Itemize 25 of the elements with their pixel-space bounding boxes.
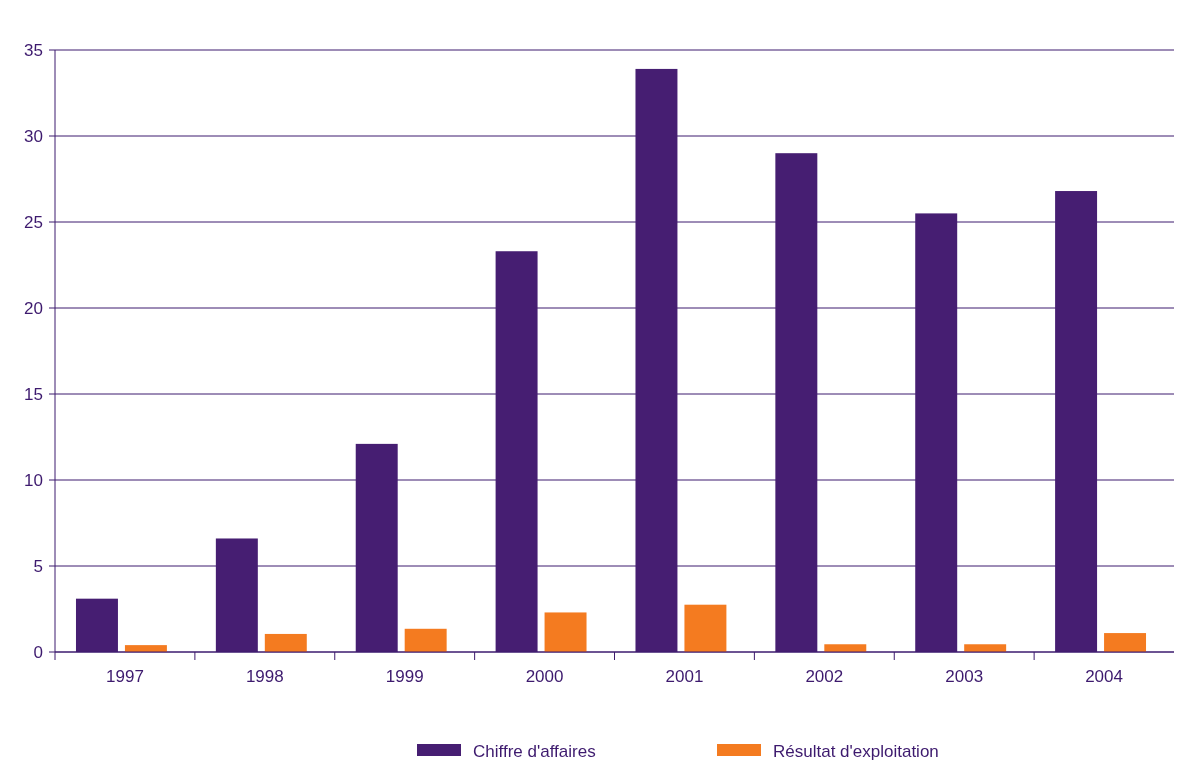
- bar: [684, 604, 727, 652]
- y-tick-label: 15: [24, 384, 43, 404]
- x-tick-label: 1998: [245, 667, 284, 686]
- y-tick-label: 10: [24, 470, 43, 490]
- y-tick-label: 35: [24, 40, 43, 60]
- bar: [824, 644, 867, 652]
- legend-label: Résultat d'exploitation: [773, 742, 939, 762]
- y-tick-label: 30: [24, 126, 43, 146]
- bar: [264, 633, 307, 652]
- bar: [1104, 633, 1147, 652]
- bar: [964, 644, 1007, 652]
- y-tick-label: 25: [24, 212, 43, 232]
- x-tick-label: 2000: [525, 667, 564, 686]
- x-tick-label: 1999: [385, 667, 424, 686]
- x-tick-label: 2004: [1085, 667, 1123, 686]
- x-tick-label: 1997: [106, 667, 144, 686]
- bar: [544, 612, 587, 652]
- y-tick-label: 20: [24, 298, 43, 318]
- bar: [404, 628, 447, 652]
- x-tick-label: 2002: [805, 667, 844, 686]
- legend-label: Chiffre d'affaires: [473, 742, 596, 762]
- y-tick-label: 5: [33, 556, 43, 576]
- y-tick-label: 0: [33, 642, 43, 662]
- x-tick-label: 2001: [665, 667, 704, 686]
- x-tick-label: 2003: [945, 667, 984, 686]
